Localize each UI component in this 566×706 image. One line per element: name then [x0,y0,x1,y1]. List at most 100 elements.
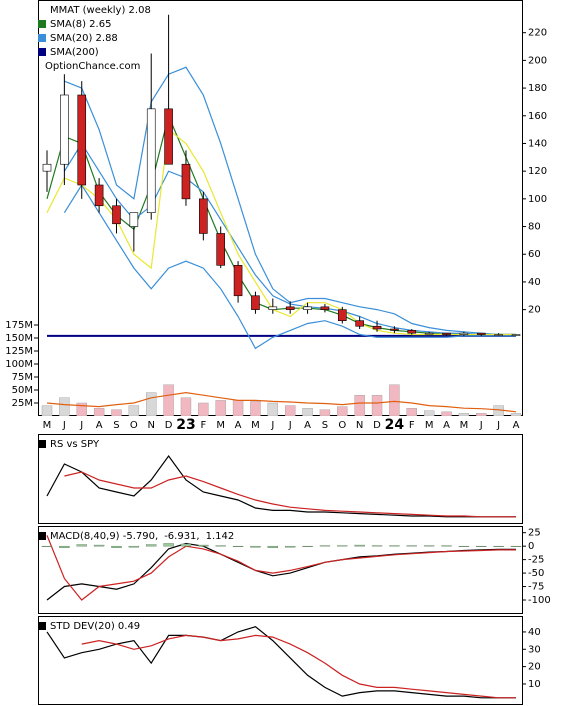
legend-label: SMA(8) 2.65 [50,19,111,30]
histogram-bar [337,545,348,547]
legend-label: RS vs SPY [50,439,100,450]
volume-bar [41,405,53,416]
volume-bar [128,405,140,416]
candle-body [112,205,121,225]
y-tick-label: 120 [528,166,547,177]
volume-bar [284,405,296,416]
x-tick-label: J [288,420,292,431]
histogram-bar [180,543,192,547]
candle-body [164,108,173,165]
volume-bar [354,395,365,416]
histogram-bar [510,545,522,547]
y-tick-label: 40 [528,627,541,638]
histogram-bar [423,545,435,547]
volume-bar [441,411,452,416]
legend-swatch [38,532,46,540]
x-tick-label: O [338,420,346,431]
x-tick-label: N [147,420,154,431]
volume-bar [232,400,244,416]
histogram-bar [406,545,417,547]
volume-bar [198,402,209,416]
y-tick-label: 25 [528,528,541,539]
histogram-bar [215,545,226,547]
candle-body [390,328,399,331]
y-tick-label: 50M [12,385,33,396]
histogram-bar [232,545,244,547]
histogram-bar [198,544,209,547]
volume-bar [250,401,261,416]
chart-title: MMAT (weekly) 2.08 [50,5,151,16]
candle-body [494,334,503,336]
legend-label: 1.142 [206,531,235,542]
x-tick-label: A [304,420,311,431]
histogram-bar [76,544,87,547]
x-tick-label: J [79,420,83,431]
legend-swatch [38,20,46,28]
y-tick-label: 60 [528,249,541,260]
candle-body [216,233,226,266]
legend-label: MACD(8,40,9) -5.790, [50,531,158,542]
price-panel [38,0,523,416]
candle-body [424,332,434,335]
x-tick-label: M [460,420,469,431]
series-line [46,391,517,413]
y-tick-label: 40 [528,277,541,288]
x-tick-label: A [443,420,450,431]
volume-bar [93,408,105,416]
y-tick-label: -50 [528,568,544,579]
x-tick-label: J [496,420,500,431]
legend-swatch [38,622,46,630]
candle-body [407,330,417,334]
x-tick-label: M [425,420,434,431]
volume-bar [146,392,157,416]
histogram-bar [146,544,157,547]
candle-body [355,320,364,327]
y-tick-label: 160 [528,111,547,122]
volume-bar [111,409,122,416]
histogram-bar [354,544,365,547]
y-tick-label: 200 [528,55,547,66]
x-tick-label: F [409,420,415,431]
y-tick-label: 150M [5,333,33,344]
watermark: OptionChance.com [45,61,140,72]
x-tick-label: N [356,420,363,431]
rs-panel [38,434,523,524]
y-tick-label: -25 [528,555,544,566]
y-tick-label: 100 [528,194,547,205]
candle-body [268,306,278,310]
y-tick-label: 20 [528,662,541,673]
std-panel [38,616,523,705]
y-tick-label: 0 [528,541,534,552]
x-tick-label: S [113,420,119,431]
volume-bar [371,395,383,416]
x-tick-label: M [216,420,225,431]
volume-bar [458,413,470,416]
histogram-bar [284,545,296,548]
x-tick-label: J [270,420,274,431]
x-tick-label: 24 [385,417,405,433]
histogram-bar [128,545,140,548]
candle-body [372,325,382,330]
series-line [64,471,516,518]
y-tick-label: 140 [528,138,547,149]
legend-label: -6.931, [164,531,199,542]
y-tick-label: 180 [528,83,547,94]
volume-bar [163,384,174,416]
x-tick-label: 23 [176,417,195,433]
series-line [46,535,516,601]
histogram-bar [476,545,487,547]
series-line [81,634,516,699]
histogram-bar [458,545,470,547]
y-tick-label: 100M [5,359,33,370]
volume-bar [389,384,400,416]
y-tick-label: 175M [5,320,33,331]
candle-body [303,306,312,310]
x-tick-label: A [235,420,242,431]
y-tick-label: 20 [528,305,541,316]
histogram-bar [319,545,331,547]
x-tick-label: S [322,420,328,431]
y-tick-label: 220 [528,28,547,39]
volume-bar [406,408,417,416]
histogram-bar [371,545,383,547]
volume-bar [215,400,226,416]
